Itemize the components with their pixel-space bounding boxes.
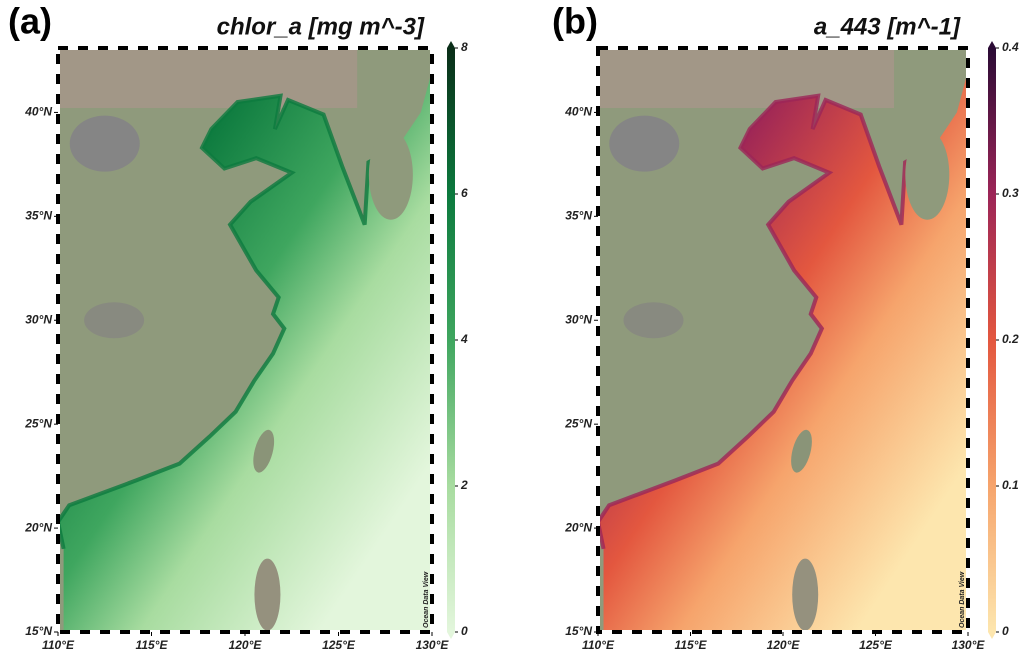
colorbar-max-arrow — [988, 41, 996, 48]
colorbar-tick-label: 0 — [1002, 624, 1009, 638]
lon-tick-label: 130°E — [416, 638, 450, 652]
colorbar-min-arrow — [988, 632, 996, 639]
desert — [609, 115, 680, 172]
lon-tick-label: 130°E — [952, 638, 986, 652]
colorbar — [988, 48, 996, 632]
lat-tick-label: 35°N — [565, 209, 592, 223]
lat-tick-label: 40°N — [24, 105, 52, 119]
lat-tick-label: 15°N — [565, 624, 592, 638]
lat-tick-label: 40°N — [564, 105, 592, 119]
colorbar-tick-label: 2 — [460, 478, 468, 492]
colorbar-tick-label: 8 — [461, 40, 468, 54]
korea-land — [905, 129, 950, 220]
sea — [58, 70, 432, 633]
taiwan — [791, 429, 812, 473]
basin — [84, 302, 145, 339]
lat-tick-label: 30°N — [25, 312, 52, 326]
colorbar-tick-label: 0.1 — [1002, 478, 1019, 492]
lon-tick-label: 125°E — [322, 638, 356, 652]
taiwan — [253, 429, 275, 473]
colorbar-tick-label: 0 — [461, 624, 468, 638]
coastal-water — [595, 93, 936, 550]
basin — [623, 302, 684, 339]
panel-label: (a) — [8, 1, 52, 42]
coastal-water — [55, 93, 400, 550]
lon-tick-label: 115°E — [675, 638, 708, 652]
frame-dash — [596, 46, 970, 634]
luzon — [792, 558, 819, 631]
luzon — [254, 558, 281, 631]
panel-label: (b) — [552, 1, 598, 42]
lon-tick-label: 125°E — [859, 638, 893, 652]
lat-tick-label: 35°N — [25, 209, 52, 223]
colorbar-tick-label: 4 — [460, 332, 468, 346]
panel-title: a_443 [m^-1] — [814, 13, 961, 40]
colorbar-tick-label: 0.2 — [1002, 332, 1019, 346]
lat-tick-label: 20°N — [24, 520, 52, 534]
watermark: Ocean Data View — [423, 571, 430, 628]
colorbar — [447, 48, 455, 632]
land-north — [58, 48, 358, 108]
lat-tick-label: 30°N — [565, 312, 592, 326]
lat-tick-label: 15°N — [25, 624, 52, 638]
lon-tick-label: 115°E — [136, 638, 169, 652]
desert — [69, 115, 140, 172]
colorbar-min-arrow — [447, 632, 455, 639]
colorbar-tick-label: 6 — [461, 186, 468, 200]
lat-tick-label: 25°N — [24, 416, 52, 430]
korea-land — [368, 129, 413, 220]
lon-tick-label: 110°E — [42, 638, 75, 652]
lat-tick-label: 25°N — [564, 416, 592, 430]
land-north — [598, 48, 894, 108]
lon-tick-label: 120°E — [229, 638, 263, 652]
colorbar-tick-label: 0.4 — [1002, 40, 1019, 54]
watermark: Ocean Data View — [959, 571, 966, 628]
lat-tick-label: 20°N — [564, 520, 592, 534]
colorbar-tick-label: 0.3 — [1002, 186, 1019, 200]
colorbar-max-arrow — [447, 41, 455, 48]
lon-tick-label: 120°E — [767, 638, 801, 652]
sea — [598, 70, 968, 633]
lon-tick-label: 110°E — [582, 638, 615, 652]
panel-title: chlor_a [mg m^-3] — [217, 13, 425, 40]
